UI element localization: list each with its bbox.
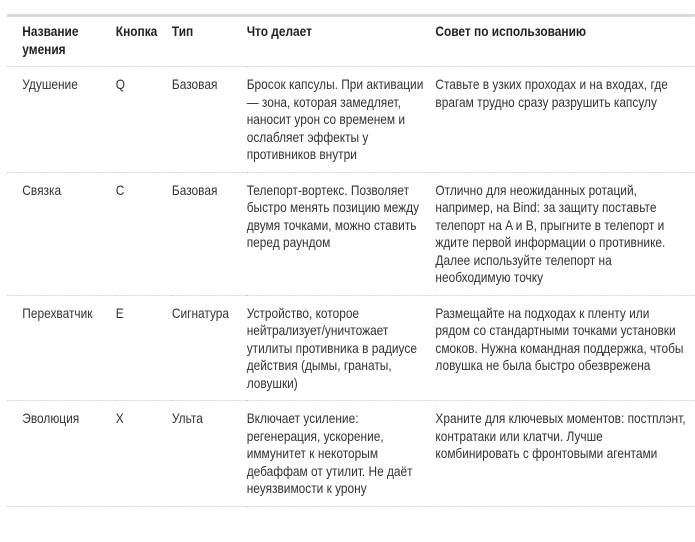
cell-key: E	[115, 304, 124, 321]
cell-tip: Храните для ключевых моментов: постплэнт…	[435, 410, 686, 461]
cell-description: Телепорт-вортекс. Позволяет быстро менят…	[246, 181, 420, 251]
cell-description: Включает усиление: регенерация, ускорени…	[246, 410, 413, 496]
cell-key: C	[115, 181, 125, 198]
cell-type: Сигнатура	[171, 304, 230, 321]
cell-ability-name: Связка	[22, 181, 62, 198]
table-header-row: Название умения Кнопка Тип Что делает Со…	[7, 16, 695, 67]
table-row: Связка C Базовая Телепорт-вортекс. Позво…	[7, 172, 695, 295]
cell-ability-name: Удушение	[22, 76, 78, 92]
cell-tip: Размещайте на подходах к пленту или рядо…	[435, 304, 684, 374]
cell-description: Бросок капсулы. При активации — зона, ко…	[246, 76, 424, 162]
cell-ability-name: Эволюция	[22, 410, 80, 426]
table-row: Удушение Q Базовая Бросок капсулы. При а…	[7, 67, 695, 172]
abilities-table-wrapper: Название умения Кнопка Тип Что делает Со…	[7, 14, 695, 507]
table-row: Перехватчик E Сигнатура Устройство, кото…	[7, 295, 695, 401]
abilities-table: Название умения Кнопка Тип Что делает Со…	[7, 14, 695, 507]
header-description: Что делает	[246, 23, 312, 39]
cell-ability-name: Перехватчик	[22, 304, 93, 321]
cell-key: X	[115, 410, 124, 426]
header-tip: Совет по использованию	[435, 23, 587, 39]
cell-type: Базовая	[171, 76, 218, 92]
table-row: Эволюция X Ульта Включает усиление: реге…	[7, 401, 695, 506]
header-type: Тип	[171, 23, 194, 39]
cell-key: Q	[115, 76, 126, 92]
cell-tip: Ставьте в узких проходах и на входах, гд…	[435, 76, 668, 110]
cell-tip: Отлично для неожиданных ротаций, наприме…	[435, 181, 666, 286]
cell-type: Ульта	[171, 410, 203, 426]
cell-description: Устройство, которое нейтрализует/уничтож…	[246, 304, 417, 391]
cell-type: Базовая	[171, 181, 218, 198]
header-key: Кнопка	[115, 23, 158, 39]
header-ability-name: Название умения	[22, 23, 79, 57]
